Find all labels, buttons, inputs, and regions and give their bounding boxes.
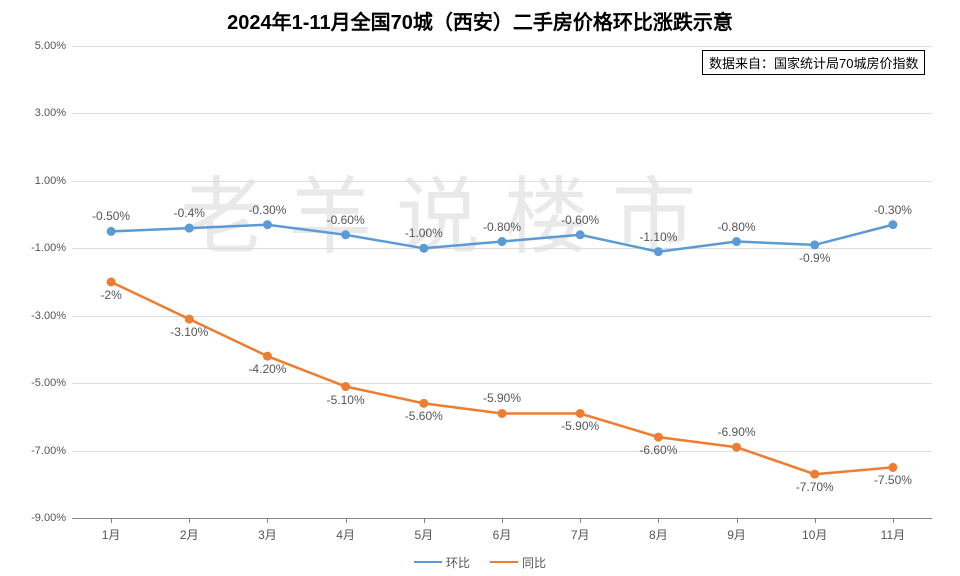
x-tick-label: 11月 <box>868 526 918 543</box>
y-tick-label: 1.00% <box>6 175 66 187</box>
x-tickmark <box>580 518 581 523</box>
line-chart: 老羊说楼市 2024年1-11月全国70城（西安）二手房价格环比涨跌示意 数据来… <box>0 0 960 576</box>
marker <box>654 248 662 256</box>
marker <box>185 315 193 323</box>
x-tickmark <box>502 518 503 523</box>
marker <box>185 224 193 232</box>
marker <box>107 227 115 235</box>
legend-swatch <box>414 561 442 563</box>
x-tick-label: 8月 <box>633 526 683 543</box>
y-tick-label: -3.00% <box>6 310 66 322</box>
legend-label: 环比 <box>446 554 470 571</box>
marker <box>576 409 584 417</box>
x-tickmark <box>267 518 268 523</box>
data-label: -5.90% <box>561 419 599 433</box>
x-tick-label: 3月 <box>242 526 292 543</box>
marker <box>733 443 741 451</box>
data-label: -7.50% <box>874 473 912 487</box>
data-label: -0.50% <box>92 209 130 223</box>
data-label: -0.4% <box>174 206 205 220</box>
x-tickmark <box>893 518 894 523</box>
y-tick-label: -1.00% <box>6 242 66 254</box>
x-tickmark <box>658 518 659 523</box>
marker <box>576 231 584 239</box>
data-label: -5.10% <box>327 393 365 407</box>
data-label: -2% <box>100 288 121 302</box>
data-label: -7.70% <box>796 480 834 494</box>
x-tick-label: 7月 <box>555 526 605 543</box>
data-label: -0.30% <box>874 203 912 217</box>
marker <box>263 221 271 229</box>
marker <box>811 241 819 249</box>
data-label: -1.10% <box>639 230 677 244</box>
x-tickmark <box>424 518 425 523</box>
y-tick-label: 3.00% <box>6 107 66 119</box>
data-label: -3.10% <box>170 325 208 339</box>
y-tick-label: -5.00% <box>6 377 66 389</box>
legend: 环比 同比 <box>0 552 960 571</box>
x-tick-label: 6月 <box>477 526 527 543</box>
marker <box>342 231 350 239</box>
marker <box>107 278 115 286</box>
marker <box>733 238 741 246</box>
data-label: -0.80% <box>718 220 756 234</box>
x-tickmark <box>111 518 112 523</box>
y-tick-label: -9.00% <box>6 512 66 524</box>
data-label: -5.60% <box>405 409 443 423</box>
data-label: -0.60% <box>561 213 599 227</box>
x-tickmark <box>737 518 738 523</box>
data-label: -0.60% <box>327 213 365 227</box>
data-label: -6.60% <box>639 443 677 457</box>
x-tick-label: 5月 <box>399 526 449 543</box>
y-tick-label: -7.00% <box>6 445 66 457</box>
y-tick-label: 5.00% <box>6 40 66 52</box>
marker <box>342 383 350 391</box>
data-label: -6.90% <box>718 425 756 439</box>
data-label: -0.9% <box>799 251 830 265</box>
data-label: -5.90% <box>483 391 521 405</box>
x-tick-label: 9月 <box>712 526 762 543</box>
x-tickmark <box>815 518 816 523</box>
marker <box>498 409 506 417</box>
x-tick-label: 4月 <box>321 526 371 543</box>
x-tickmark <box>346 518 347 523</box>
marker <box>811 470 819 478</box>
marker <box>889 463 897 471</box>
plot-area: -9.00%-7.00%-5.00%-3.00%-1.00%1.00%3.00%… <box>72 46 932 518</box>
marker <box>420 244 428 252</box>
x-tickmark <box>189 518 190 523</box>
marker <box>889 221 897 229</box>
legend-label: 同比 <box>522 554 546 571</box>
data-label: -0.30% <box>248 203 286 217</box>
marker <box>263 352 271 360</box>
marker <box>654 433 662 441</box>
series-svg <box>72 46 932 518</box>
legend-item-环比: 环比 <box>414 554 470 571</box>
data-label: -1.00% <box>405 226 443 240</box>
series-line-同比 <box>111 282 893 474</box>
chart-title: 2024年1-11月全国70城（西安）二手房价格环比涨跌示意 <box>0 6 960 35</box>
x-tick-label: 10月 <box>790 526 840 543</box>
x-tick-label: 1月 <box>86 526 136 543</box>
marker <box>498 238 506 246</box>
x-tick-label: 2月 <box>164 526 214 543</box>
data-label: -4.20% <box>248 362 286 376</box>
legend-item-同比: 同比 <box>490 554 546 571</box>
data-label: -0.80% <box>483 220 521 234</box>
marker <box>420 399 428 407</box>
legend-swatch <box>490 561 518 563</box>
